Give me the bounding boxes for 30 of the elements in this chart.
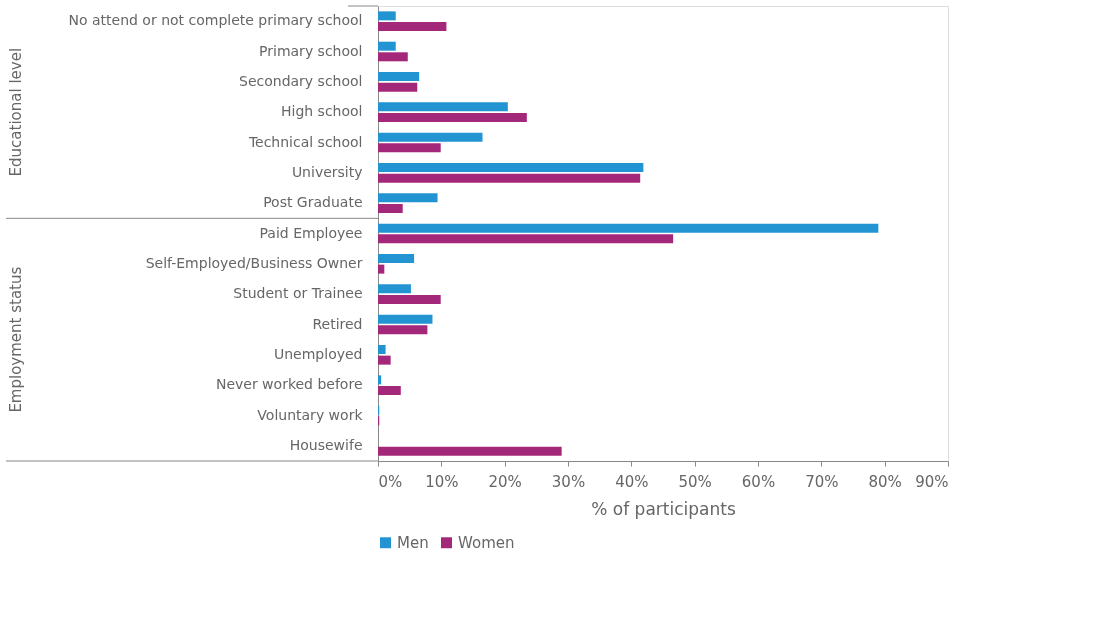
x-tick-label: 70%	[805, 472, 839, 491]
text: Educational level	[7, 47, 25, 177]
y-tick-label: Post Graduate	[263, 194, 363, 211]
y-tick-label: Unemployed	[274, 345, 363, 362]
y-tick-label: Secondary school	[239, 72, 363, 89]
x-tick-label: 90%	[915, 472, 949, 491]
y-tick-label: Primary school	[259, 42, 363, 59]
x-axis-title: % of participants	[591, 498, 736, 519]
y-tick-label: Housewife	[289, 436, 363, 453]
x-tick-label: 20%	[488, 472, 522, 491]
x-tick-label: 30%	[551, 472, 586, 491]
text: Employment status	[7, 266, 25, 413]
x-tick-label: 0%	[378, 472, 403, 491]
y-tick-label: No attend or not complete primary school	[68, 12, 363, 29]
y-tick-label: Paid Employee	[259, 224, 363, 241]
x-tick-label: 40%	[615, 472, 649, 491]
x-tick-label: 50%	[678, 472, 712, 491]
y-tick-label: Self-Employed/Business Owner	[145, 254, 363, 271]
x-tick-label: 10%	[425, 472, 459, 491]
x-tick-label: 80%	[868, 472, 902, 491]
legend-label: Men	[397, 533, 429, 552]
y-tick-label: Voluntary work	[257, 406, 364, 423]
y-tick-label: Student or Trainee	[233, 285, 363, 302]
y-tick-label: Retired	[312, 315, 363, 332]
legend-label: Women	[458, 533, 515, 552]
y-tick-label: Technical school	[247, 133, 363, 150]
y-tick-label: High school	[280, 103, 363, 120]
y-tick-label: Never worked before	[215, 376, 363, 393]
x-tick-label: 60%	[741, 472, 776, 491]
y-tick-label: University	[291, 163, 363, 180]
